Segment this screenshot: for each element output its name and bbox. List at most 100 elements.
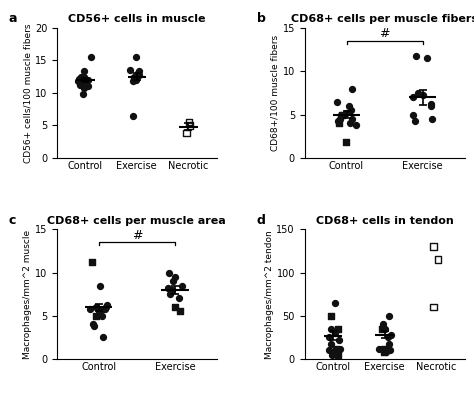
Point <box>325 334 332 341</box>
Point <box>130 113 137 119</box>
Point <box>332 346 339 352</box>
Point <box>183 130 191 136</box>
Point <box>348 116 356 122</box>
Point <box>336 337 343 343</box>
Point <box>134 70 141 77</box>
Point <box>86 306 93 312</box>
Point <box>327 313 335 319</box>
Point <box>84 83 91 89</box>
Point <box>77 77 85 83</box>
Point <box>385 340 392 347</box>
Text: c: c <box>9 213 16 227</box>
Point <box>352 122 359 128</box>
Point <box>135 71 142 78</box>
Point <box>164 285 172 291</box>
Point <box>387 332 394 338</box>
Point <box>80 85 88 91</box>
Point <box>328 352 336 358</box>
Point <box>386 347 394 354</box>
Point <box>165 269 173 276</box>
Y-axis label: Macrophages/mm^2 tendon: Macrophages/mm^2 tendon <box>264 230 273 359</box>
Point <box>89 321 97 328</box>
Point <box>166 291 174 297</box>
Point <box>336 346 343 352</box>
Point <box>346 103 353 109</box>
Point <box>130 75 138 81</box>
Point <box>336 120 343 126</box>
Point <box>342 139 350 145</box>
Point <box>333 98 341 105</box>
Text: #: # <box>132 229 142 242</box>
Point <box>91 323 98 330</box>
Point <box>382 326 389 332</box>
Point <box>168 286 175 293</box>
Point <box>331 300 339 306</box>
Point <box>412 118 419 124</box>
Point <box>103 302 110 308</box>
Point <box>328 326 335 332</box>
Point <box>99 334 107 341</box>
Point <box>185 119 192 125</box>
Point <box>80 73 88 80</box>
Point <box>327 340 335 347</box>
Point <box>75 76 83 83</box>
Point <box>77 74 84 81</box>
Point <box>95 308 103 315</box>
Text: #: # <box>379 28 390 40</box>
Y-axis label: CD68+/100 muscle fibers: CD68+/100 muscle fibers <box>271 35 280 151</box>
Point <box>419 92 427 99</box>
Point <box>101 306 109 312</box>
Point <box>386 313 393 319</box>
Point <box>334 326 342 332</box>
Point <box>330 349 338 356</box>
Title: CD68+ cells in tendon: CD68+ cells in tendon <box>316 216 454 226</box>
Point <box>424 55 431 61</box>
Point <box>434 256 442 263</box>
Point <box>87 54 94 60</box>
Point <box>429 243 437 250</box>
Point <box>334 352 342 358</box>
Point <box>412 52 419 59</box>
Point <box>348 85 356 92</box>
Point <box>92 304 100 310</box>
Point <box>126 67 134 73</box>
Point <box>80 68 88 75</box>
Point <box>380 349 387 356</box>
Point <box>409 94 417 101</box>
Point <box>428 116 436 122</box>
Point <box>79 80 86 86</box>
Text: d: d <box>257 213 265 227</box>
Point <box>336 116 344 122</box>
Point <box>337 113 344 119</box>
Point <box>338 111 346 118</box>
Title: CD68+ cells per muscle area: CD68+ cells per muscle area <box>47 216 226 226</box>
Point <box>378 326 386 332</box>
Point <box>132 54 140 60</box>
Point <box>186 122 194 128</box>
Point <box>414 90 422 96</box>
Point <box>380 346 388 352</box>
Point <box>384 334 392 341</box>
Point <box>178 282 186 289</box>
Point <box>74 78 82 84</box>
Point <box>99 306 106 312</box>
Point <box>130 73 138 80</box>
Point <box>430 304 438 310</box>
Point <box>171 274 178 280</box>
Point <box>347 107 355 113</box>
Point <box>326 347 333 354</box>
Point <box>337 111 345 118</box>
Point <box>410 111 417 118</box>
Text: b: b <box>257 12 265 26</box>
Point <box>382 349 390 356</box>
Point <box>346 120 354 126</box>
Point <box>171 304 179 310</box>
Point <box>132 77 139 83</box>
Point <box>76 82 84 88</box>
Point <box>132 73 140 80</box>
Point <box>79 91 87 97</box>
Point <box>175 295 182 302</box>
Point <box>129 78 137 84</box>
Point <box>88 259 96 265</box>
Text: a: a <box>9 12 18 26</box>
